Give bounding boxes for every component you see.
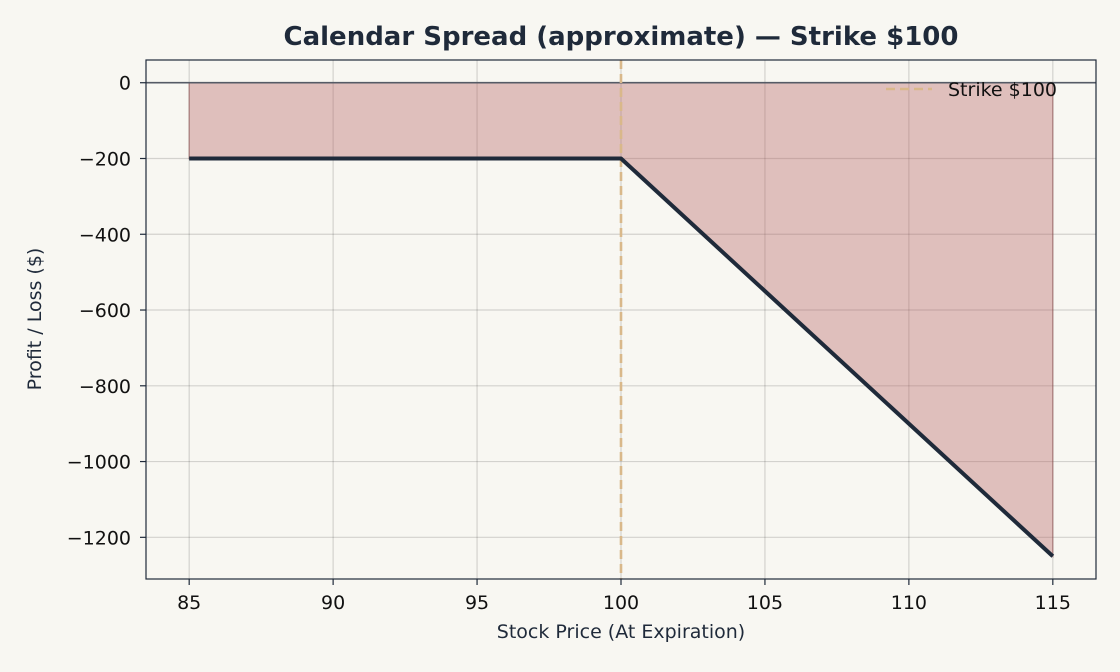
y-tick-label: −800 (79, 376, 131, 398)
y-tick-label: −1200 (67, 527, 131, 549)
y-tick-label: −400 (79, 224, 131, 246)
x-tick-label: 115 (1035, 592, 1071, 614)
y-axis-label: Profit / Loss ($) (24, 248, 46, 391)
x-tick-label: 95 (465, 592, 489, 614)
x-tick-label: 110 (891, 592, 927, 614)
y-axis-ticks: 0 −200 −400 −600 −800 −1000 −1200 (67, 73, 146, 549)
legend-label-strike: Strike $100 (948, 79, 1057, 101)
x-tick-label: 90 (321, 592, 345, 614)
legend: Strike $100 (886, 79, 1057, 101)
x-tick-label: 105 (747, 592, 783, 614)
y-tick-label: −200 (79, 148, 131, 170)
y-tick-label: −1000 (67, 452, 131, 474)
y-tick-label: −600 (79, 300, 131, 322)
chart-title: Calendar Spread (approximate) — Strike $… (284, 22, 959, 52)
x-tick-label: 85 (177, 592, 201, 614)
profit-loss-line (189, 156, 1055, 558)
x-axis-ticks: 85 90 95 100 105 110 115 (177, 579, 1071, 614)
y-tick-label: 0 (119, 73, 131, 95)
x-tick-label: 100 (603, 592, 639, 614)
x-axis-label: Stock Price (At Expiration) (497, 621, 745, 643)
